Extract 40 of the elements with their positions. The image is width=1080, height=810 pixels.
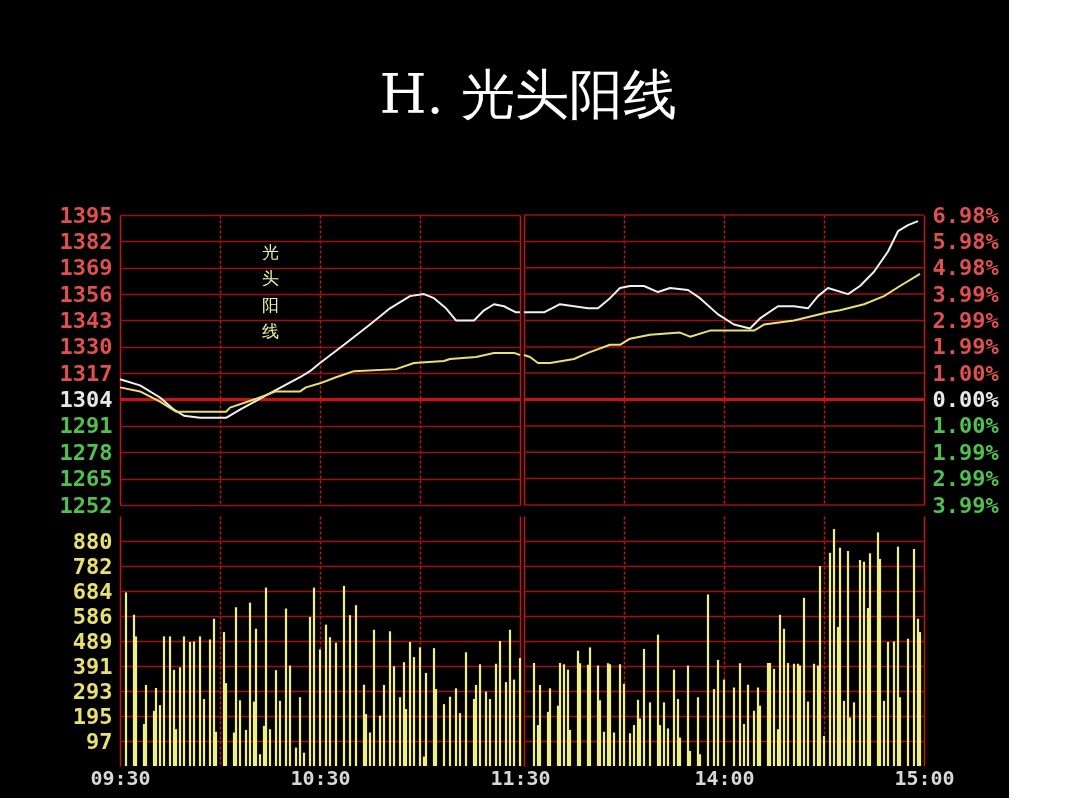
- text: 1.00%: [932, 413, 999, 439]
- y-tick-label: 1330: [59, 334, 113, 360]
- y-tick-label: 195: [72, 703, 113, 729]
- text: 0.00%: [932, 387, 999, 413]
- text: 2.99%: [932, 307, 999, 333]
- y-tick-label: 1291: [59, 413, 113, 439]
- y-tick-label: 782: [72, 553, 113, 579]
- y-tick-label: 1356: [59, 281, 113, 307]
- text: 1.99%: [932, 439, 999, 465]
- x-tick-label: 14:00: [694, 765, 755, 790]
- y-tick-label: 1304: [59, 387, 113, 413]
- y-tick-label: 684: [72, 578, 113, 604]
- y-tick-label: 97: [86, 728, 113, 754]
- annotation: 光头阳线: [261, 242, 279, 342]
- text: 3.99%: [932, 492, 999, 518]
- chart-title: H. 光头阳线: [379, 63, 677, 126]
- y-tick-label: 1369: [59, 255, 113, 281]
- x-tick-label: 15:00: [894, 765, 955, 790]
- y-tick-label: 1278: [59, 439, 113, 465]
- text: 2.99%: [932, 466, 999, 492]
- y-tick-label: 1382: [59, 228, 113, 254]
- y-tick-label: 880: [72, 528, 113, 554]
- x-tick-label: 09:30: [90, 765, 151, 790]
- text: 5.98%: [932, 228, 999, 254]
- text: 1.99%: [932, 334, 999, 360]
- x-tick-label: 11:30: [490, 765, 551, 790]
- text: 4.98%: [932, 255, 999, 281]
- y-tick-label: 586: [72, 603, 113, 629]
- text: 1.00%: [932, 360, 999, 386]
- x-tick-label: 10:30: [290, 765, 351, 790]
- y-tick-label: 489: [72, 628, 113, 654]
- y-tick-label: 1265: [59, 466, 113, 492]
- y-tick-label: 1395: [59, 202, 113, 228]
- y-tick-label: 293: [72, 678, 113, 704]
- y-tick-label: 1317: [59, 360, 113, 386]
- y-tick-label: 1343: [59, 307, 113, 333]
- text: 6.98%: [932, 202, 999, 228]
- y-tick-label: 391: [72, 653, 113, 679]
- y-tick-label: 1252: [59, 492, 113, 518]
- text: 3.99%: [932, 281, 999, 307]
